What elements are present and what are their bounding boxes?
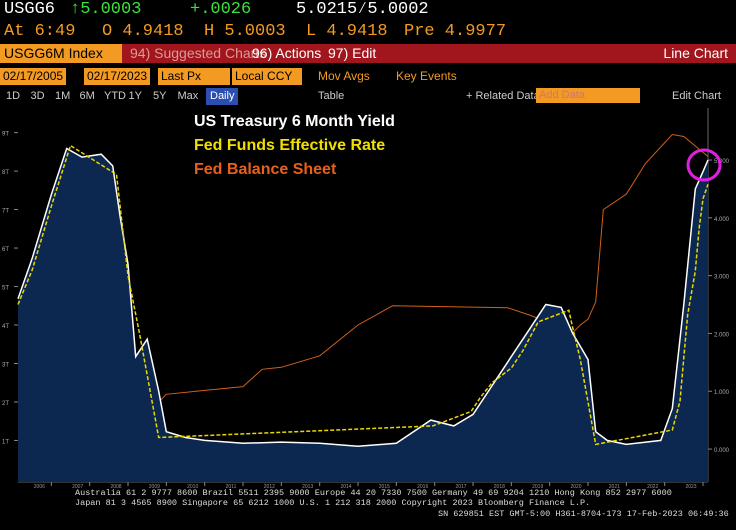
x-tick-label: 2017: [455, 484, 466, 488]
y2-tick-label: 8T: [2, 170, 9, 176]
field[interactable]: Last Px: [158, 68, 230, 85]
open: O 4.9418: [102, 22, 184, 41]
change: +.0026: [190, 0, 252, 19]
x-tick-label: 2006: [34, 484, 45, 488]
actions[interactable]: 96) Actions: [252, 45, 322, 61]
range-button[interactable]: Max: [177, 90, 199, 102]
x-tick-label: 2011: [226, 484, 237, 488]
x-tick-label: 2010: [187, 484, 198, 488]
x-tick-label: 2009: [149, 484, 160, 488]
start-date[interactable]: 02/17/2005: [0, 68, 67, 85]
y-tick-label: 2.000: [714, 332, 730, 338]
x-tick-label: 2016: [417, 484, 428, 488]
frequency[interactable]: Daily: [206, 88, 239, 105]
y-tick-label: 3.000: [714, 275, 730, 281]
footer-line: Japan 81 3 4565 8900 Singapore 65 6212 1…: [75, 498, 591, 508]
range-row: Daily Table + Related Data Add Data Edit…: [0, 88, 736, 105]
legend: US Treasury 6 Month Yield Fed Funds Effec…: [194, 113, 395, 178]
security[interactable]: USGG6M Index: [0, 44, 122, 63]
table[interactable]: Table: [318, 90, 345, 102]
x-tick-label: 2022: [647, 484, 658, 488]
range-button[interactable]: 1Y: [128, 90, 142, 102]
bid-ask: 5.0215⁄5.0002: [296, 0, 429, 19]
y2-tick-label: 1T: [2, 439, 9, 445]
time: At 6:49: [4, 22, 76, 41]
add-data[interactable]: Add Data: [536, 88, 640, 103]
footer-line: SN 629851 EST GMT-5:00 H361-8704-173 17-…: [438, 509, 729, 519]
series-line: [17, 133, 709, 447]
chart-mode: Line Chart: [663, 45, 728, 61]
x-tick-label: 2013: [302, 484, 313, 488]
area: [18, 148, 708, 482]
currency[interactable]: Local CCY: [232, 68, 302, 85]
x-tick-label: 2007: [72, 484, 83, 488]
footer-line: Australia 61 2 9777 8600 Brazil 5511 239…: [75, 488, 672, 498]
title-bar: USGG6M Index 94) Suggested Charts 96) Ac…: [0, 44, 736, 63]
x-tick-label: 2018: [494, 484, 505, 488]
ticker: USGG6: [4, 0, 56, 19]
y-tick-label: 4.000: [714, 217, 730, 223]
y2-tick-label: 7T: [2, 209, 9, 215]
suggested-charts[interactable]: 94) Suggested Charts: [130, 45, 267, 61]
range-button[interactable]: 3D: [30, 90, 45, 102]
y-tick-label: 5.000: [714, 159, 730, 165]
high: H 5.0003: [204, 22, 286, 41]
y-tick-label: 0.000: [714, 448, 730, 454]
series-line: [17, 147, 709, 447]
mov-avgs[interactable]: Mov Avgs: [318, 69, 370, 83]
edit-chart[interactable]: Edit Chart: [672, 90, 721, 102]
x-tick-label: 2019: [532, 484, 543, 488]
y2-tick-label: 9T: [2, 132, 9, 138]
related-data[interactable]: + Related Data: [466, 90, 540, 102]
x-tick-label: 2021: [609, 484, 620, 488]
x-tick-label: 2015: [379, 484, 390, 488]
y2-tick-label: 3T: [2, 362, 9, 368]
legend-entry: Fed Balance Sheet: [194, 161, 337, 178]
y-tick-label: 1.000: [714, 390, 730, 396]
x-tick-label: 2023: [685, 484, 696, 488]
range-button[interactable]: 6M: [79, 90, 95, 102]
x-tick-label: 2012: [264, 484, 275, 488]
y2-tick-label: 4T: [2, 324, 9, 330]
highlight-circle: [686, 148, 722, 182]
range-button[interactable]: 1M: [55, 90, 71, 102]
settings-row: 02/17/2005 02/17/2023 Last Px Local CCY …: [0, 68, 736, 86]
pre: Pre 4.9977: [404, 22, 507, 41]
footer: Australia 61 2 9777 8600 Brazil 5511 239…: [0, 487, 736, 530]
x-tick-label: 2020: [570, 484, 581, 488]
range-button[interactable]: YTD: [104, 90, 126, 102]
chart: US Treasury 6 Month Yield Fed Funds Effec…: [0, 106, 736, 488]
y2-tick-label: 2T: [2, 401, 9, 407]
series-line: [17, 144, 709, 446]
legend-entry: Fed Funds Effective Rate: [194, 137, 385, 154]
quote-row: USGG6 ↑5.0003 +.0026 5.0215⁄5.0002: [0, 0, 736, 21]
key-events[interactable]: Key Events: [396, 69, 457, 83]
edit[interactable]: 97) Edit: [328, 45, 377, 61]
y2-tick-label: 6T: [2, 247, 9, 253]
range-button[interactable]: 5Y: [153, 90, 167, 102]
stats-row: At 6:49 O 4.9418 H 5.0003 L 4.9418 Pre 4…: [0, 22, 736, 42]
range-button[interactable]: 1D: [6, 90, 21, 102]
legend-entry: US Treasury 6 Month Yield: [194, 113, 395, 130]
last-price: ↑5.0003: [70, 0, 142, 19]
x-tick-label: 2014: [340, 484, 351, 488]
x-tick-label: 2008: [110, 484, 121, 488]
end-date[interactable]: 02/17/2023: [84, 68, 151, 85]
y2-tick-label: 5T: [2, 286, 9, 292]
low: L 4.9418: [306, 22, 388, 41]
